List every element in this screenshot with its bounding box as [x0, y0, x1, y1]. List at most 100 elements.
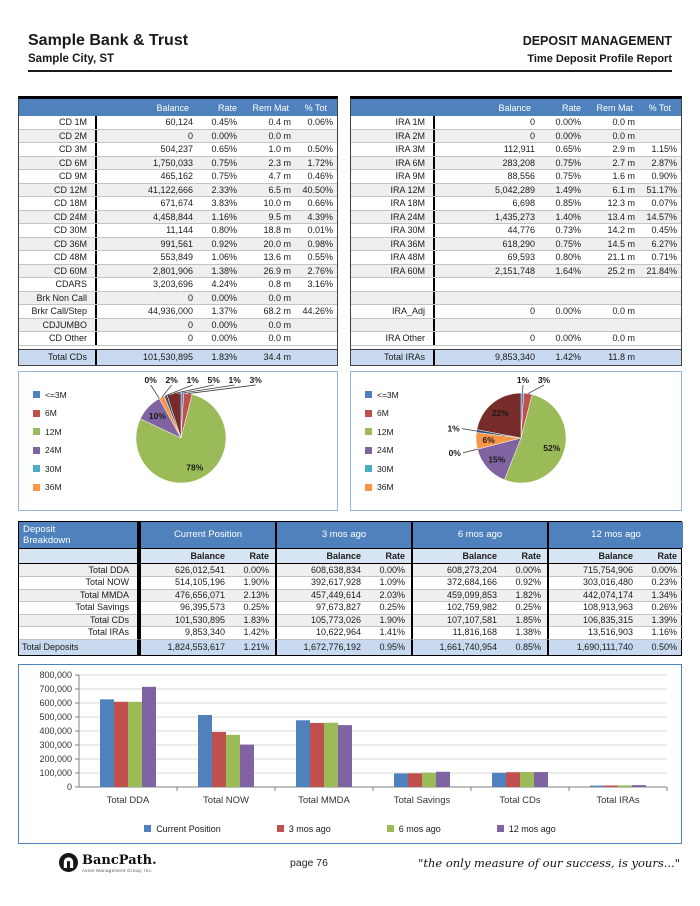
table-row: CD 9M 465,162 0.75% 4.7 m 0.46%	[19, 170, 337, 184]
total-cell	[641, 350, 679, 365]
cd-total-row: Total CDs 101,530,895 1.83% 34.4 m	[19, 348, 337, 365]
column-header: % Tot	[304, 102, 327, 113]
table-cell: 608,638,834	[275, 563, 367, 577]
legend-label: 3 mos ago	[288, 823, 331, 834]
table-cell: 0.00%	[503, 564, 547, 577]
table-cell: 51.17%	[646, 184, 677, 195]
table-cell	[297, 292, 335, 305]
table-row: IRA 24M 1,435,273 1.40% 13.4 m 14.57%	[351, 210, 681, 224]
table-cell: CD 9M	[19, 170, 97, 183]
legend-swatch-icon	[496, 825, 504, 832]
legend-item: 24M	[365, 441, 399, 460]
legend-item: Current Position	[144, 823, 221, 835]
table-cell: 2.3 m	[268, 157, 291, 168]
sub-column-header: Rate	[249, 550, 269, 561]
table-cell: 0.0 m	[612, 333, 635, 343]
column-header: Balance	[156, 102, 189, 113]
table-row: Total DDA 626,012,541 0.00% 608,638,834 0.00…	[19, 563, 683, 577]
table-cell: CD 12M	[19, 183, 97, 196]
legend-item: 3 mos ago	[276, 823, 331, 835]
legend-swatch-icon	[365, 465, 372, 473]
table-cell: 0	[187, 130, 193, 141]
ira-pie-box: <=3M 6M 12M 24M 30M 36M 52% 15% 0% 6% 1% 22% 1% 3%	[350, 370, 682, 511]
column-header: Rate	[217, 102, 237, 113]
legend-swatch-icon	[365, 391, 372, 399]
table-row: Total NOW 514,105,196 1.90% 392,617,928 1.09…	[19, 576, 683, 590]
table-cell: 1.49%	[555, 184, 581, 195]
legend-label: 24M	[45, 445, 62, 456]
table-cell: 1.38%	[211, 265, 237, 276]
table-cell: 0.85%	[555, 198, 581, 208]
sub-column-header: Balance	[411, 548, 503, 563]
table-cell: 0.65%	[211, 144, 237, 154]
breakdown-header-row: Deposit Breakdown Current Position 3 mos ag…	[19, 521, 683, 548]
table-cell: 0.00%	[211, 292, 237, 303]
table-row: IRA 2M 0 0.00% 0.0 m	[351, 129, 681, 143]
sub-column-header: Balance	[275, 548, 367, 563]
deposit-breakdown-table: Deposit Breakdown Current Position 3 mos ag…	[18, 520, 683, 656]
table-cell: 0.75%	[555, 171, 581, 181]
table-row: IRA 60M 2,151,748 1.64% 25.2 m 21.84%	[351, 264, 681, 278]
table-row: IRA 9M 88,556 0.75% 1.6 m 0.90%	[351, 170, 681, 184]
table-row: Total CDs 101,530,895 1.83% 105,773,026 1.90…	[19, 613, 683, 627]
total-cell: Total IRAs	[351, 349, 435, 365]
table-cell: 0.75%	[555, 238, 581, 249]
table-cell: 11,816,168	[411, 626, 503, 640]
table-cell: 1.72%	[307, 157, 333, 168]
deposit-trend-bar-chart: 0 100,000 200,000 300,000 400,000 500,000 600,…	[39, 670, 668, 806]
table-cell: 2.33%	[211, 184, 237, 195]
table-cell: 0.45%	[651, 225, 677, 235]
legend-swatch-icon	[386, 825, 394, 832]
table-cell: 1.83%	[231, 614, 275, 627]
breakdown-total-row: Total Deposits 1,824,553,617 1.21% 1,672,77…	[19, 638, 681, 655]
sub-column-header: Rate	[521, 550, 541, 561]
logo-name: BancPath.	[82, 852, 157, 868]
table-cell: 0.65%	[555, 144, 581, 154]
sub-column-header: Balance	[139, 548, 231, 563]
table-cell: IRA 18M	[351, 197, 435, 210]
total-cell	[297, 350, 335, 365]
table-cell: 715,754,906	[547, 563, 639, 577]
legend-item: 6 mos ago	[386, 823, 441, 835]
table-cell: 1.15%	[651, 144, 677, 154]
table-cell: 26.9 m	[263, 265, 291, 276]
table-cell: CDJUMBO	[19, 318, 97, 331]
table-cell: 20.0 m	[263, 238, 291, 249]
table-cell: 1.06%	[211, 252, 237, 262]
bank-city: Sample City, ST	[28, 53, 115, 65]
table-row: CD 48M 553,849 1.06% 13.6 m 0.55%	[19, 251, 337, 265]
row-label: Total Savings	[19, 601, 139, 615]
table-row: CD 36M 991,561 0.92% 20.0 m 0.98%	[19, 237, 337, 251]
table-cell: 44.26%	[302, 306, 333, 316]
table-cell: 0.25%	[503, 601, 547, 615]
total-cell: 1,661,740,954	[411, 639, 503, 655]
group-header: 6 mos ago	[411, 521, 547, 548]
table-cell: 9.5 m	[268, 211, 291, 222]
svg-text:78%: 78%	[186, 462, 203, 472]
table-cell	[539, 278, 589, 291]
table-cell: 0.75%	[211, 171, 237, 181]
table-cell: 6.1 m	[612, 184, 635, 195]
table-cell: IRA 1M	[351, 116, 435, 129]
table-cell: 0	[529, 333, 535, 343]
svg-text:5%: 5%	[208, 375, 221, 385]
table-cell	[297, 130, 335, 143]
column-header: Balance	[498, 102, 531, 113]
legend-item: 36M	[33, 478, 67, 497]
table-cell: 13.4 m	[607, 211, 635, 222]
table-cell: 68.2 m	[263, 306, 291, 316]
ira-maturity-pie-chart: 52% 15% 0% 6% 1% 22% 1% 3%	[447, 375, 567, 483]
table-cell: 1.85%	[503, 614, 547, 627]
table-row: CD Other 0 0.00% 0.0 m	[19, 332, 337, 346]
ira-pie-legend: <=3M 6M 12M 24M 30M 36M	[365, 386, 399, 497]
table-cell	[435, 319, 539, 332]
table-cell: 0.50%	[307, 144, 333, 154]
table-cell: 3.16%	[307, 279, 333, 289]
table-cell: 2.87%	[651, 157, 677, 168]
total-cell: 1,824,553,617	[139, 639, 231, 655]
table-cell: 2,151,748	[494, 265, 535, 276]
table-cell: 1.39%	[639, 614, 683, 627]
cd-table-header: Balance Rate Rem Mat % Tot	[19, 99, 337, 116]
table-cell	[641, 305, 679, 318]
table-cell	[297, 332, 335, 345]
